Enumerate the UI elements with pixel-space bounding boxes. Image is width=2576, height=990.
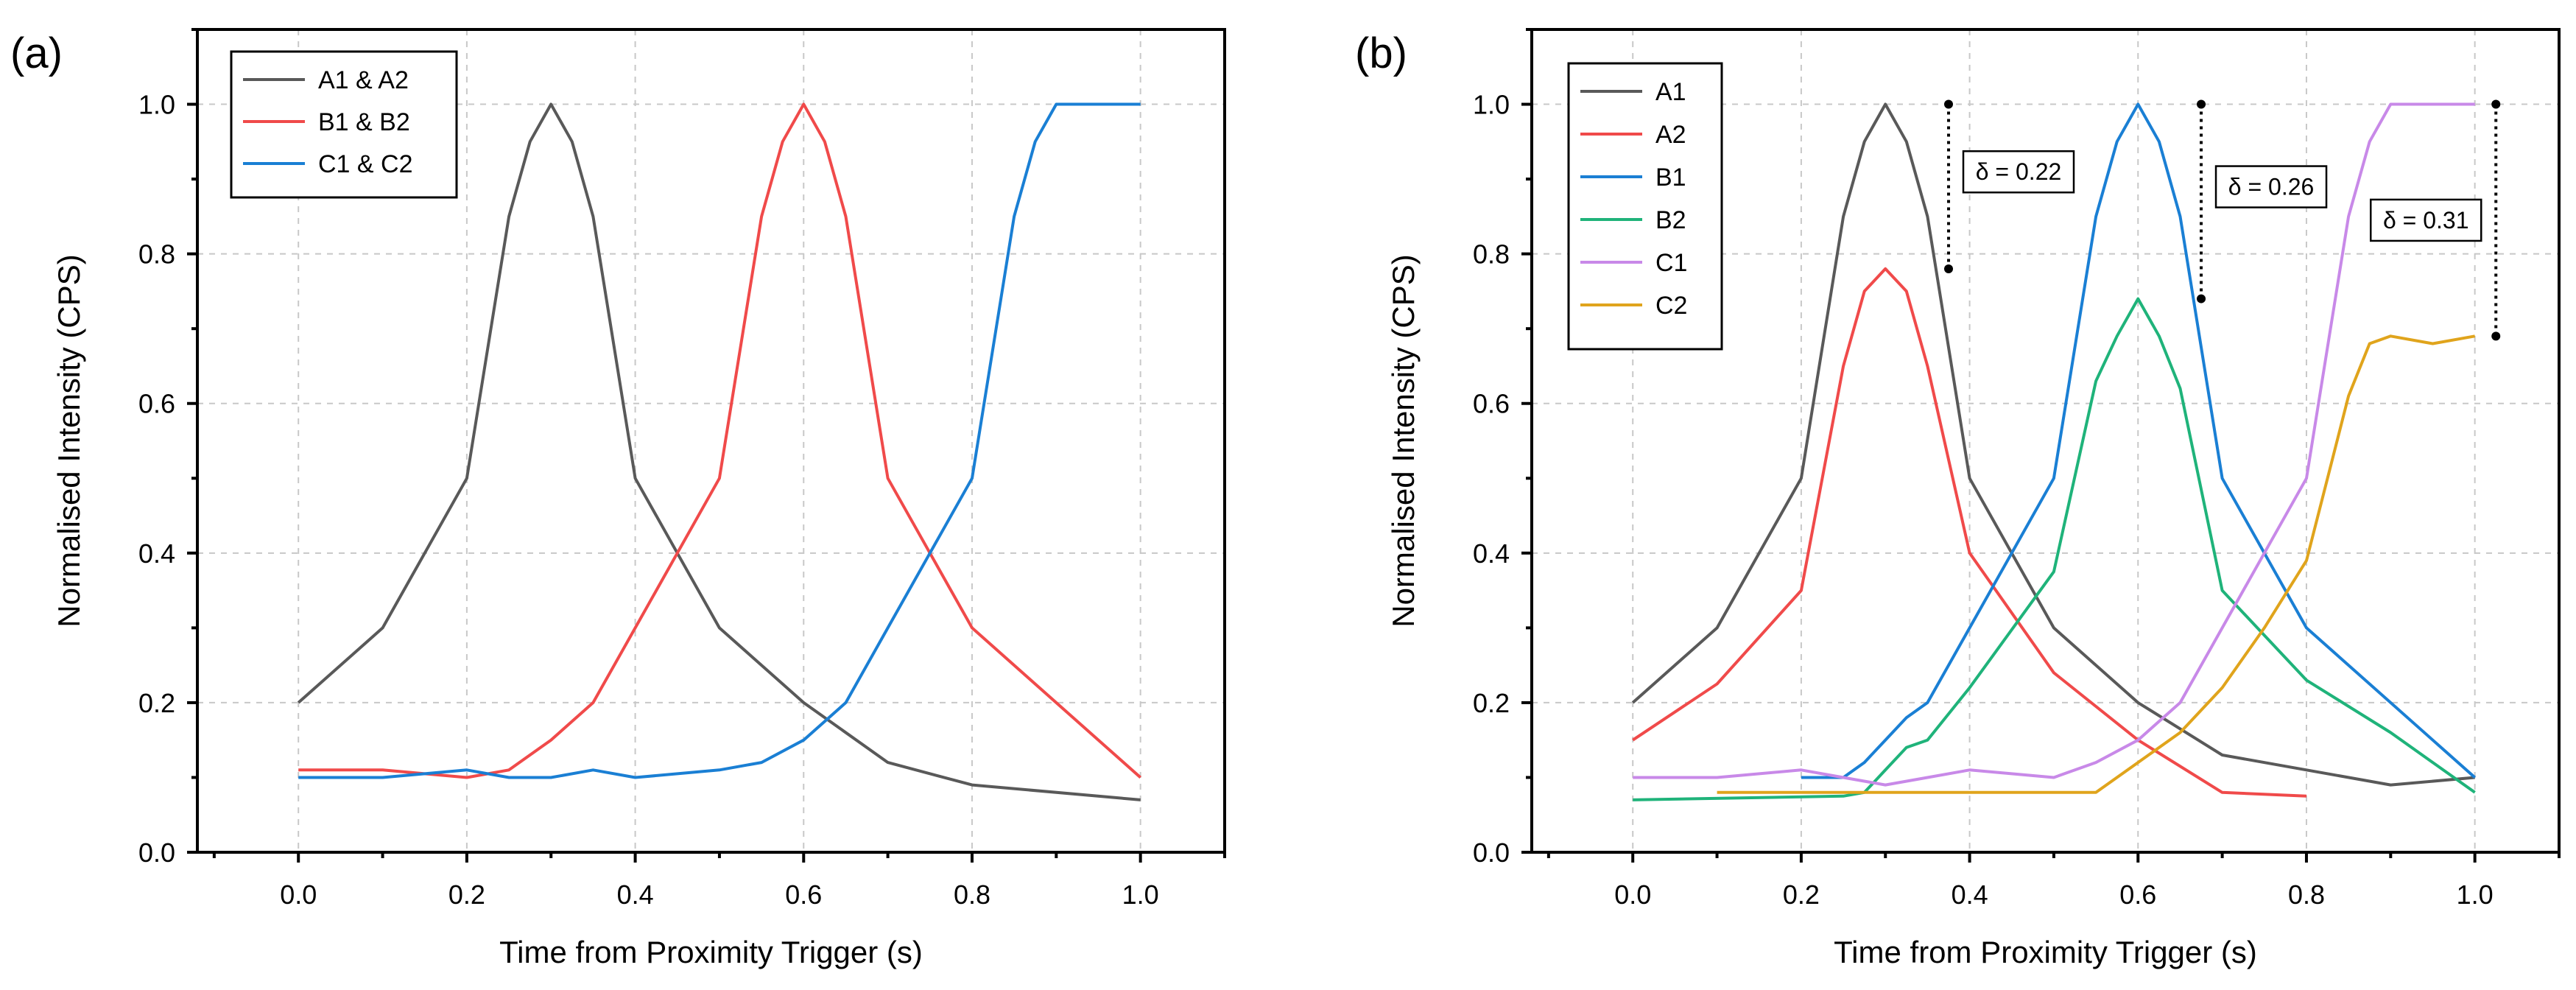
x-tick-label: 0.8 (954, 880, 990, 910)
x-tick-label: 0.4 (1952, 880, 1988, 910)
delta-annotation: δ = 0.31 (2369, 99, 2501, 341)
x-tick-label: 0.6 (2119, 880, 2156, 910)
delta-label-box (2369, 198, 2482, 242)
delta-endpoint-bottom (1944, 264, 1954, 273)
x-tick-label: 0.4 (617, 880, 654, 910)
legend-entry-label: B2 (1655, 206, 1686, 234)
panel-b: 0.0 0.2 0.4 0.6 0.8 1.0 0.0 0.2 0.4 0.6 0.8 1.0 Time… (1355, 28, 2561, 969)
panel-label: (b) (1355, 29, 1407, 77)
y-tick-label: 0.6 (138, 389, 175, 419)
x-tick-label: 1.0 (2457, 880, 2494, 910)
x-tick-label: 0.2 (1783, 880, 1820, 910)
delta-endpoint-top (1944, 99, 1954, 109)
legend: A1 A2 B1 B2 C1 C2 (1567, 62, 1723, 351)
x-tick-label: 0.2 (448, 880, 485, 910)
y-tick-label: 1.0 (1473, 90, 1510, 120)
delta-endpoint-top (2197, 99, 2206, 109)
x-tick-label: 0.6 (785, 880, 822, 910)
series-line-a1 (1631, 102, 2475, 787)
y-tick-label: 0.8 (1473, 239, 1510, 270)
panel-label: (a) (10, 29, 63, 77)
series-line-b1 (1801, 102, 2477, 779)
y-tick-label: 0.0 (1473, 838, 1510, 868)
y-axis-label: Normalised Intensity (CPS) (52, 254, 86, 627)
legend-box (230, 50, 458, 199)
series-line-b2 (1633, 297, 2476, 801)
delta-endpoint-bottom (2197, 294, 2206, 303)
legend-entry-label: C1 & C2 (318, 150, 413, 178)
delta-label: δ = 0.31 (2383, 207, 2469, 234)
delta-annotation: δ = 0.22 (1944, 99, 2075, 273)
x-tick-label: 0.0 (1614, 880, 1651, 910)
x-tick-label: 0.8 (2288, 880, 2325, 910)
delta-label-box (1962, 150, 2075, 194)
delta-endpoint-bottom (2491, 331, 2501, 341)
series-line-b1-b2 (298, 102, 1142, 779)
axes-frame (196, 28, 1226, 854)
series-line-c1 (1633, 102, 2475, 787)
delta-label: δ = 0.26 (2228, 174, 2315, 200)
legend-entry-label: A1 & A2 (318, 66, 409, 94)
legend-box (1567, 62, 1723, 351)
y-tick-label: 0.0 (138, 838, 175, 868)
legend-entry-label: B1 & B2 (318, 108, 410, 136)
series-line-c2 (1717, 334, 2476, 794)
x-tick-label: 0.0 (280, 880, 317, 910)
y-tick-label: 0.2 (138, 688, 175, 718)
delta-annotation: δ = 0.26 (2197, 99, 2328, 303)
y-axis-label: Normalised Intensity (CPS) (1386, 254, 1421, 627)
series-line-c1-c2 (298, 102, 1141, 779)
panel-a: 0.0 0.2 0.4 0.6 0.8 1.0 0.0 0.2 0.4 0.6 0.8 1.0 Time… (10, 28, 1226, 969)
legend-entry-label: C2 (1655, 292, 1687, 320)
legend-entry-label: A2 (1655, 121, 1686, 149)
delta-endpoint-top (2491, 99, 2501, 109)
y-tick-label: 0.8 (138, 239, 175, 270)
axes-frame (1530, 28, 2561, 854)
delta-label: δ = 0.22 (1976, 158, 2062, 185)
y-tick-label: 0.4 (1473, 538, 1510, 569)
legend-entry-label: A1 (1655, 78, 1686, 106)
legend-entry-label: B1 (1655, 164, 1686, 192)
delta-label-box (2214, 165, 2328, 208)
x-tick-label: 1.0 (1122, 880, 1159, 910)
legend: A1 & A2 B1 & B2 C1 & C2 (230, 50, 458, 199)
y-tick-label: 0.4 (138, 538, 175, 569)
y-tick-label: 0.2 (1473, 688, 1510, 718)
y-tick-label: 0.6 (1473, 389, 1510, 419)
legend-entry-label: C1 (1655, 249, 1687, 277)
y-tick-label: 1.0 (138, 90, 175, 120)
x-axis-label: Time from Proximity Trigger (s) (1834, 935, 2257, 969)
series-line-a1-a2 (297, 102, 1141, 801)
x-axis-label: Time from Proximity Trigger (s) (499, 935, 923, 969)
